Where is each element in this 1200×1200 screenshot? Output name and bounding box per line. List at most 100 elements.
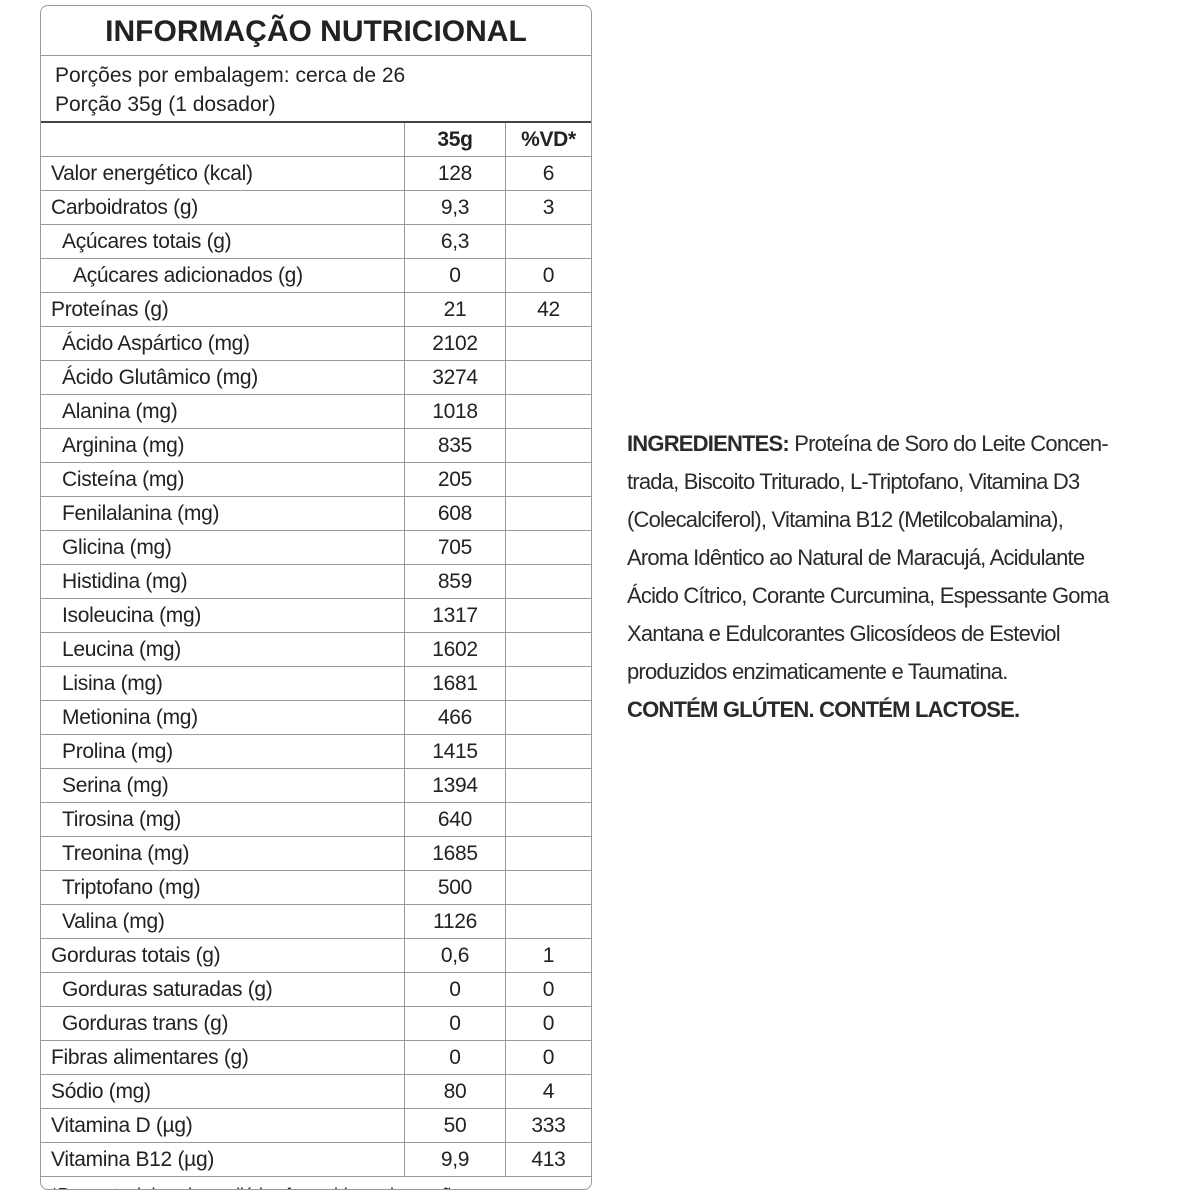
nutrient-name: Histidina (mg) [41,565,405,598]
ingredients-line: Ácido Cítrico, Corante Curcumina, Espess… [627,583,1110,608]
nutrient-name: Cisteína (mg) [41,463,405,496]
ingredients-text: Proteína de Soro do Leite Concen- [794,431,1108,456]
table-title: INFORMAÇÃO NUTRICIONAL [41,6,591,56]
nutrient-row: Leucina (mg) 1602 [41,633,591,667]
nutrient-dv [506,871,591,904]
nutrient-amount: 1681 [405,667,506,700]
nutrient-name: Gorduras saturadas (g) [41,973,405,1006]
header-dv: %VD* [521,128,576,151]
nutrient-dv [506,905,591,938]
nutrient-dv [506,803,591,836]
ingredients-heading: INGREDIENTES: [627,431,790,456]
nutrient-amount: 128 [405,157,506,190]
nutrient-dv [506,837,591,870]
ingredients-line: Xantana e Edulcorantes Glicosídeos de Es… [627,621,1061,646]
nutrient-name: Triptofano (mg) [41,871,405,904]
nutrient-name: Vitamina B12 (µg) [41,1143,405,1176]
servings: Porções por embalagem: cerca de 26 Porçã… [41,56,591,123]
warning: CONTÉM GLÚTEN. CONTÉM LACTOSE. [627,697,1020,722]
nutrient-row: Fenilalanina (mg) 608 [41,497,591,531]
nutrient-amount: 2102 [405,327,506,360]
nutrient-amount: 1602 [405,633,506,666]
nutrient-row: Vitamina B12 (µg) 9,9 413 [41,1143,591,1177]
nutrient-amount: 859 [405,565,506,598]
nutrient-amount: 1126 [405,905,506,938]
nutrient-name: Tirosina (mg) [41,803,405,836]
nutrient-dv [506,565,591,598]
nutrient-dv [506,633,591,666]
nutrient-name: Ácido Aspártico (mg) [41,327,405,360]
nutrient-name: Prolina (mg) [41,735,405,768]
nutrient-row: Gorduras totais (g) 0,6 1 [41,939,591,973]
nutrient-name: Fibras alimentares (g) [41,1041,405,1074]
nutrient-dv: 0 [542,264,555,287]
nutrient-dv [506,225,591,258]
nutrient-dv: 0 [542,1012,555,1035]
footnote: *Percentual de valores diários fornecido… [41,1177,591,1189]
nutrient-row: Gorduras trans (g) 0 0 [41,1007,591,1041]
nutrient-amount: 6,3 [405,225,506,258]
ingredients-line: produzidos enzimaticamente e Taumatina. [627,659,1008,684]
nutrient-amount: 9,9 [405,1143,506,1176]
nutrient-dv: 0 [542,978,555,1001]
nutrient-dv [506,667,591,700]
nutrient-amount: 1018 [405,395,506,428]
nutrient-amount: 0 [405,973,506,1006]
header-amount: 35g [405,123,506,156]
nutrient-row: Triptofano (mg) 500 [41,871,591,905]
nutrient-name: Proteínas (g) [41,293,405,326]
nutrient-dv [506,429,591,462]
nutrient-amount: 466 [405,701,506,734]
nutrient-amount: 640 [405,803,506,836]
nutrient-amount: 0 [405,1007,506,1040]
nutrient-name: Treonina (mg) [41,837,405,870]
ingredients-line: Aroma Idêntico ao Natural de Maracujá, A… [627,545,1085,570]
ingredients-more: trada, Biscoito Triturado, L-Triptofano,… [627,463,1200,691]
nutrient-amount: 50 [405,1109,506,1142]
nutrient-amount: 1415 [405,735,506,768]
nutrient-row: Açúcares adicionados (g) 0 0 [41,259,591,293]
nutrient-amount: 0 [405,1041,506,1074]
nutrient-amount: 1685 [405,837,506,870]
serving-size: Porção 35g (1 dosador) [55,93,276,116]
nutrient-row: Fibras alimentares (g) 0 0 [41,1041,591,1075]
nutrient-row: Treonina (mg) 1685 [41,837,591,871]
nutrient-name: Açúcares adicionados (g) [41,259,405,292]
nutrient-amount: 205 [405,463,506,496]
nutrient-name: Serina (mg) [41,769,405,802]
nutrient-row: Cisteína (mg) 205 [41,463,591,497]
nutrient-amount: 1317 [405,599,506,632]
ingredients-line: INGREDIENTES: Proteína de Soro do Leite … [627,425,1200,463]
nutrient-name: Metionina (mg) [41,701,405,734]
rows: Valor energético (kcal) 128 6 Carboidratos … [41,157,591,1177]
nutrient-name: Glicina (mg) [41,531,405,564]
nutrient-name: Gorduras totais (g) [41,939,405,972]
nutrient-dv [506,361,591,394]
nutrient-row: Arginina (mg) 835 [41,429,591,463]
nutrient-dv: 333 [531,1114,566,1137]
nutrient-row: Valor energético (kcal) 128 6 [41,157,591,191]
nutrient-dv [506,395,591,428]
nutrient-row: Sódio (mg) 80 4 [41,1075,591,1109]
nutrient-name: Carboidratos (g) [41,191,405,224]
nutrient-dv: 413 [531,1148,566,1171]
nutrient-row: Ácido Glutâmico (mg) 3274 [41,361,591,395]
nutrient-amount: 0 [405,259,506,292]
ingredients-line: trada, Biscoito Triturado, L-Triptofano,… [627,469,1080,494]
nutrient-row: Isoleucina (mg) 1317 [41,599,591,633]
nutrient-amount: 21 [405,293,506,326]
nutrient-amount: 705 [405,531,506,564]
nutrient-dv: 6 [542,162,555,185]
servings-per-pack: Porções por embalagem: cerca de 26 [55,64,406,87]
nutrient-amount: 608 [405,497,506,530]
nutrient-name: Açúcares totais (g) [41,225,405,258]
nutrient-row: Glicina (mg) 705 [41,531,591,565]
ingredients: INGREDIENTES: Proteína de Soro do Leite … [627,425,1200,729]
nutrient-name: Arginina (mg) [41,429,405,462]
nutrient-row: Carboidratos (g) 9,3 3 [41,191,591,225]
nutrient-name: Valor energético (kcal) [41,157,405,190]
nutrient-dv: 4 [542,1080,555,1103]
header-row: 35g %VD* [41,123,591,157]
nutrient-dv [506,531,591,564]
